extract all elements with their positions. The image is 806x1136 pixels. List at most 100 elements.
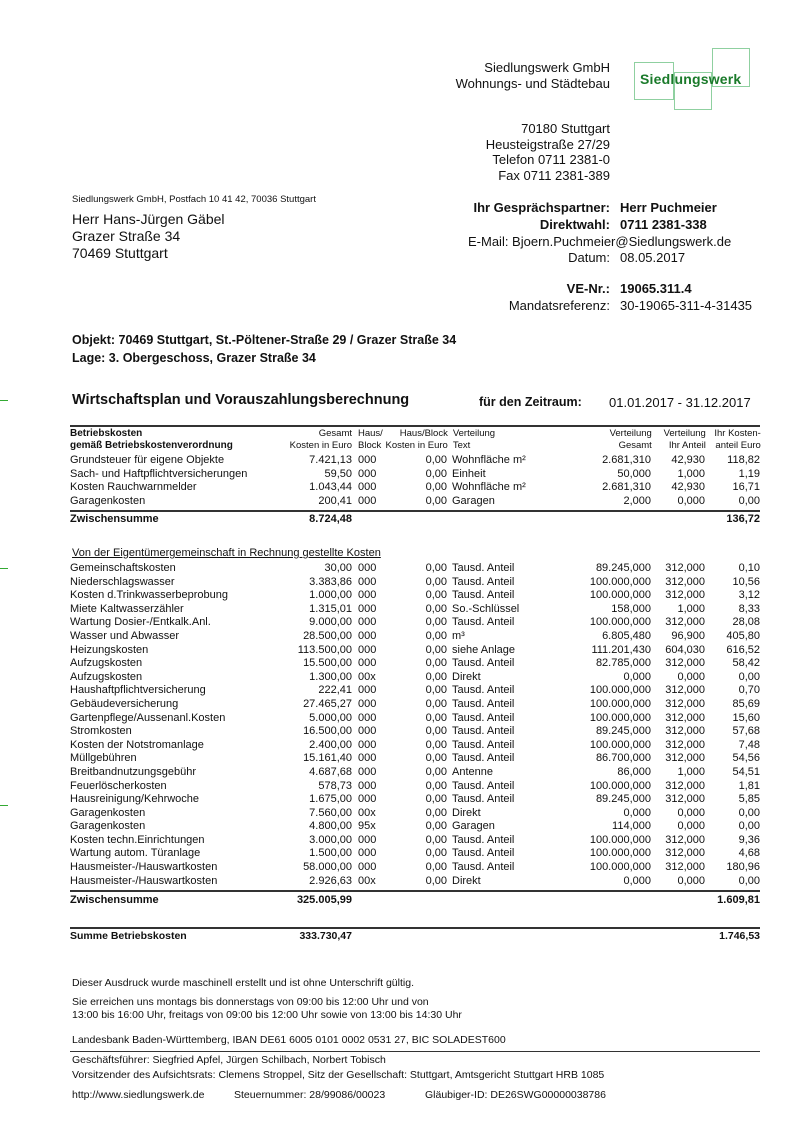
cost-total: 1.043,44 — [309, 481, 352, 494]
cost-name: Aufzugskosten — [70, 670, 143, 683]
table-row: Breitbandnutzungsgebühr 4.687,68 000 0,00 An… — [70, 766, 760, 780]
cost-total: 27.465,27 — [303, 697, 352, 710]
house-block: 000 — [358, 765, 377, 778]
sum-total: 325.005,99 — [296, 894, 352, 906]
distribution-share: 312,000 — [665, 697, 705, 710]
distribution-share: 0,000 — [677, 494, 705, 507]
cost-total: 1.500,00 — [309, 847, 352, 860]
cost-total: 2.926,63 — [309, 874, 352, 887]
cost-name: Hausmeister-/Hauswartkosten — [70, 861, 218, 874]
block-cost: 0,00 — [425, 602, 447, 615]
recipient-street: Grazer Straße 34 — [72, 228, 181, 244]
cost-name: Aufzugskosten — [70, 657, 143, 670]
distribution-total: 100.000,000 — [589, 684, 651, 697]
cost-total: 1.675,00 — [309, 793, 352, 806]
distribution-text: Tausd. Anteil — [452, 752, 515, 765]
cost-total: 578,73 — [318, 779, 352, 792]
table-row: Haushaftpflichtversicherung 222,41 000 0,00… — [70, 684, 760, 698]
company-name: Siedlungswerk GmbH — [484, 60, 610, 75]
cost-total: 7.421,13 — [309, 454, 352, 466]
distribution-total: 114,000 — [612, 820, 651, 833]
distribution-text: Tausd. Anteil — [452, 616, 515, 629]
header-haus: Haus/ — [358, 428, 383, 439]
cost-share: 5,85 — [738, 793, 760, 806]
distribution-text: Tausd. Anteil — [452, 562, 515, 574]
distribution-text: Wohnfläche m² — [452, 481, 526, 494]
subtotal-rule — [70, 510, 760, 512]
house-block: 000 — [358, 752, 377, 765]
table-row: Garagenkosten 200,41 000 0,00 Garagen 2,000 0,… — [70, 495, 760, 509]
table-row: Sach- und Haftpflichtversicherungen 59,50… — [70, 468, 760, 482]
distribution-total: 2.681,310 — [602, 481, 651, 494]
document-title: Wirtschaftsplan und Vorauszahlungsberech… — [72, 392, 410, 408]
block-cost: 0,00 — [425, 481, 447, 494]
distribution-total: 2.681,310 — [602, 454, 651, 466]
header-verteilung-gesamt-sub: Gesamt — [618, 440, 652, 451]
block-cost: 0,00 — [425, 738, 447, 751]
cost-share: 85,69 — [732, 697, 760, 710]
cost-share: 0,00 — [738, 874, 760, 887]
cost-total: 30,00 — [324, 562, 352, 574]
block-cost: 0,00 — [425, 820, 447, 833]
table-row: Garagenkosten 7.560,00 00x 0,00 Direkt 0,000 0… — [70, 807, 760, 821]
company-subtitle: Wohnungs- und Städtebau — [455, 76, 610, 91]
distribution-total: 89.245,000 — [595, 725, 651, 738]
header-hausblock-sub: Kosten in Euro — [385, 440, 448, 451]
table-row: Wasser und Abwasser 28.500,00 000 0,00 m³ 6.8… — [70, 630, 760, 644]
cost-share: 0,70 — [738, 684, 760, 697]
block-cost: 0,00 — [425, 793, 447, 806]
footer-tax-number: Steuernummer: 28/99086/00023 — [234, 1089, 386, 1101]
cost-share: 28,08 — [732, 616, 760, 629]
distribution-text: Tausd. Anteil — [452, 711, 515, 724]
cost-total: 1.000,00 — [309, 589, 352, 602]
cost-name: Garagenkosten — [70, 494, 146, 507]
distribution-total: 100.000,000 — [589, 847, 651, 860]
header-verteilung-sub: Text — [452, 440, 471, 451]
distribution-total: 50,000 — [617, 467, 651, 480]
distribution-total: 100.000,000 — [589, 833, 651, 846]
cost-name: Wartung autom. Türanlage — [70, 847, 201, 860]
block-cost: 0,00 — [425, 874, 447, 887]
footer-website[interactable]: http://www.siedlungswerk.de — [72, 1089, 205, 1101]
distribution-share: 42,930 — [671, 481, 705, 494]
cost-name: Müllgebühren — [70, 752, 137, 765]
house-block: 000 — [358, 725, 377, 738]
table-row: Kosten Rauchwarnmelder 1.043,44 000 0,00 Woh… — [70, 481, 760, 495]
contact-email[interactable]: E-Mail: Bjoern.Puchmeier@Siedlungswerk.d… — [468, 234, 732, 249]
cost-table-header: Betriebskosten Gesamt Haus/ Haus/Block V… — [70, 428, 761, 452]
distribution-share: 312,000 — [665, 575, 705, 588]
sum-label: Zwischensumme — [70, 513, 159, 525]
grand_total-row: Summe Betriebskosten 333.730,47 1.746,53 — [70, 928, 760, 944]
distribution-text: Antenne — [452, 765, 493, 778]
partner-label: Ihr Gesprächspartner: — [473, 200, 610, 215]
cost-name: Wartung Dosier-/Entkalk.Anl. — [70, 616, 211, 629]
sum-label: Summe Betriebskosten — [70, 930, 187, 942]
cost-total: 3.383,86 — [309, 575, 352, 588]
house-block: 000 — [358, 684, 377, 697]
cost-name: Breitbandnutzungsgebühr — [70, 765, 196, 778]
table-row: Kosten der Notstromanlage 2.400,00 000 0,00… — [70, 739, 760, 753]
cost-share: 58,42 — [732, 657, 760, 670]
logo-text: Siedlungswerk — [640, 71, 742, 87]
cost-table-section2: Gemeinschaftskosten 30,00 000 0,00 Tausd. An… — [70, 562, 760, 888]
footer-board: Vorsitzender des Aufsichtsrats: Clemens … — [72, 1069, 605, 1081]
distribution-text: Tausd. Anteil — [452, 738, 515, 751]
distribution-total: 0,000 — [623, 670, 651, 683]
fold-mark — [0, 400, 8, 401]
table-top-rule — [70, 425, 760, 427]
cost-share: 405,80 — [726, 629, 760, 642]
cost-share: 1,19 — [738, 467, 760, 480]
mandat-reference: 30-19065-311-4-31435 — [620, 298, 753, 313]
cost-share: 616,52 — [726, 643, 760, 656]
cost-total: 7.560,00 — [309, 806, 352, 819]
table-row: Garagenkosten 4.800,00 95x 0,00 Garagen 114,0… — [70, 820, 760, 834]
cost-name: Kosten der Notstromanlage — [70, 738, 204, 751]
cost-name: Garagenkosten — [70, 806, 146, 819]
distribution-total: 89.245,000 — [595, 562, 651, 574]
distribution-text: Direkt — [452, 670, 481, 683]
cost-share: 180,96 — [726, 861, 760, 874]
table-row: Feuerlöscherkosten 578,73 000 0,00 Tausd. An… — [70, 780, 760, 794]
sum-share: 1.609,81 — [717, 894, 760, 906]
footer-management: Geschäftsführer: Siegfried Apfel, Jürgen… — [72, 1054, 386, 1066]
cost-share: 8,33 — [738, 602, 760, 615]
